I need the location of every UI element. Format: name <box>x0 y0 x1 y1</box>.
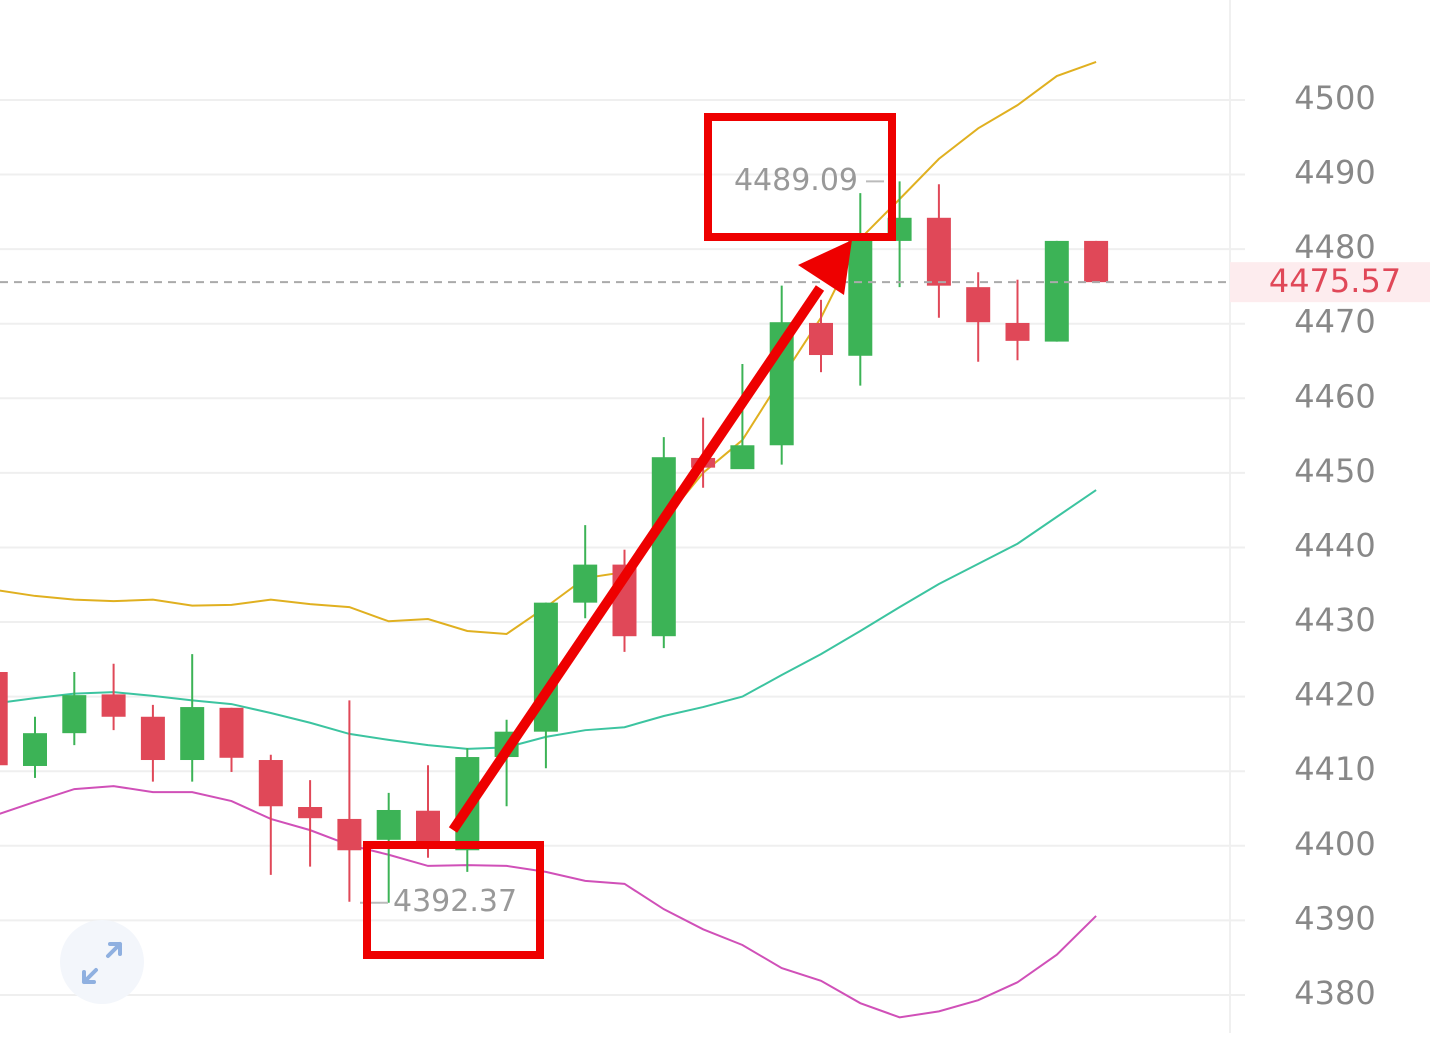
trend-arrow <box>448 285 825 833</box>
candle-body <box>573 564 598 603</box>
candle-body <box>416 810 440 843</box>
candle-body <box>1044 240 1069 342</box>
y-tick-label: 4380 <box>1294 974 1375 1012</box>
y-tick-label: 4410 <box>1294 750 1375 788</box>
candle-body <box>23 733 47 766</box>
y-tick-label: 4430 <box>1294 601 1375 639</box>
y-tick-label: 4400 <box>1294 825 1375 863</box>
highlight-box <box>704 113 896 241</box>
candle-body <box>298 807 323 819</box>
candle-body <box>140 716 165 761</box>
candle-body <box>258 760 283 807</box>
y-tick-label: 4390 <box>1294 899 1375 937</box>
current-price-bg <box>1230 262 1430 303</box>
grid: 4380 4390 4400 4410 4420 4430 4440 4450 4460 4470… <box>0 79 1376 1012</box>
candle-body <box>966 287 991 323</box>
candles <box>0 181 1109 903</box>
trend-arrow-head <box>798 240 852 295</box>
bands <box>0 60 1097 1019</box>
y-tick-label: 4440 <box>1294 526 1375 564</box>
candle-body <box>926 217 951 286</box>
candle-body <box>809 322 833 356</box>
expand-button[interactable] <box>60 920 144 1004</box>
annotations: 4475.57 4489.09 4392.37 <box>0 113 1430 959</box>
min-price-label: 4392.37 <box>393 884 517 919</box>
y-tick-label: 4500 <box>1294 79 1375 117</box>
expand-bg[interactable] <box>60 920 144 1004</box>
candle-body <box>651 457 676 637</box>
y-tick-label: 4460 <box>1294 377 1375 415</box>
candle-body <box>62 695 87 734</box>
candle-body <box>730 445 755 470</box>
candle-body <box>848 240 873 356</box>
band-line <box>0 785 1097 1019</box>
candle-body <box>1005 322 1030 341</box>
y-tick-label: 4480 <box>1294 228 1375 266</box>
y-tick-label: 4420 <box>1294 676 1375 714</box>
candle-body <box>101 694 126 717</box>
max-price-label: 4489.09 <box>734 163 858 198</box>
y-tick-label: 4470 <box>1294 303 1375 341</box>
candle-body <box>180 707 205 761</box>
candle-body <box>337 818 362 851</box>
y-tick-label: 4490 <box>1294 154 1375 192</box>
candle-body <box>1084 240 1109 283</box>
candle-body <box>219 707 244 758</box>
candle-body <box>376 809 401 840</box>
y-tick-label: 4450 <box>1294 452 1375 490</box>
candle-body <box>0 672 8 766</box>
expand-icon[interactable] <box>82 942 122 984</box>
highlight-box <box>363 841 544 959</box>
current-price-label: 4475.57 <box>1269 262 1401 300</box>
